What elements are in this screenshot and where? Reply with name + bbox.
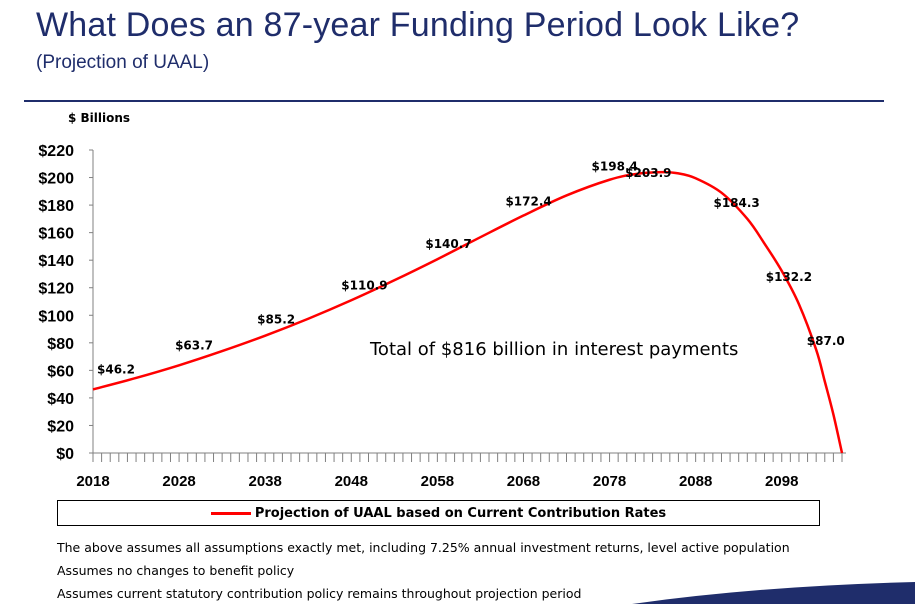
footnote-contribution-policy: Assumes current statutory contribution p… (57, 586, 582, 601)
data-label: $203.9 (625, 166, 671, 180)
y-tick-label: $160 (38, 226, 74, 243)
y-tick-label: $220 (38, 143, 74, 160)
y-tick-label: $80 (47, 336, 74, 353)
y-tick-label: $20 (47, 418, 74, 435)
x-tick-label: 2018 (76, 473, 109, 490)
x-tick-label: 2058 (421, 473, 454, 490)
y-tick-label: $0 (56, 446, 74, 463)
data-label: $172.4 (505, 195, 551, 209)
x-tick-label: 2048 (335, 473, 368, 490)
y-axis-label: $ Billions (68, 111, 130, 125)
data-labels-group: $46.2$63.7$85.2$110.9$140.7$172.4$198.4$… (97, 160, 845, 377)
data-label: $63.7 (175, 338, 213, 352)
x-tick-label: 2098 (765, 473, 798, 490)
data-label: $85.2 (257, 313, 295, 327)
y-tick-label: $40 (47, 391, 74, 408)
y-tick-label: $200 (38, 171, 74, 188)
page-subtitle: (Projection of UAAL) (36, 52, 210, 73)
y-axis: $0 $20 $40 $60 $80 $100 $120 $140 $160 $180 $200 $2… (38, 143, 94, 463)
legend-series-label: Projection of UAAL based on Current Cont… (254, 505, 667, 521)
y-tick-label: $180 (38, 198, 74, 215)
x-tick-label: 2038 (248, 473, 281, 490)
y-tick-label: $140 (38, 253, 74, 270)
x-tick-label: 2068 (507, 473, 540, 490)
x-axis: 2018 2028 2038 2048 2058 2068 2078 2088 2098 (76, 452, 846, 490)
data-label: $46.2 (97, 362, 135, 376)
y-tick-label: $120 (38, 281, 74, 298)
page-title: What Does an 87-year Funding Period Look… (36, 6, 800, 44)
title-divider (24, 100, 884, 102)
data-label: $184.3 (713, 196, 759, 210)
x-tick-label: 2028 (162, 473, 195, 490)
series-line-uaal (92, 170, 844, 454)
y-tick-label: $100 (38, 308, 74, 325)
series-group (92, 170, 844, 454)
data-label: $140.7 (425, 237, 471, 251)
data-label: $198.4 (592, 160, 638, 174)
data-label: $87.0 (807, 334, 845, 348)
chart-legend: Projection of UAAL based on Current Cont… (57, 500, 820, 526)
uaal-line-chart: $0 $20 $40 $60 $80 $100 $120 $140 $160 $180 $200 $2… (38, 111, 846, 490)
footnote-assumptions: The above assumes all assumptions exactl… (57, 540, 790, 555)
legend-series-swatch (210, 511, 251, 515)
data-label: $132.2 (766, 270, 812, 284)
x-tick-label: 2088 (679, 473, 712, 490)
footnote-benefit-policy: Assumes no changes to benefit policy (57, 563, 295, 578)
y-tick-label: $60 (47, 363, 74, 380)
chart-annotation: Total of $816 billion in interest paymen… (369, 339, 738, 360)
data-label: $110.9 (341, 278, 387, 292)
x-tick-label: 2078 (593, 473, 626, 490)
